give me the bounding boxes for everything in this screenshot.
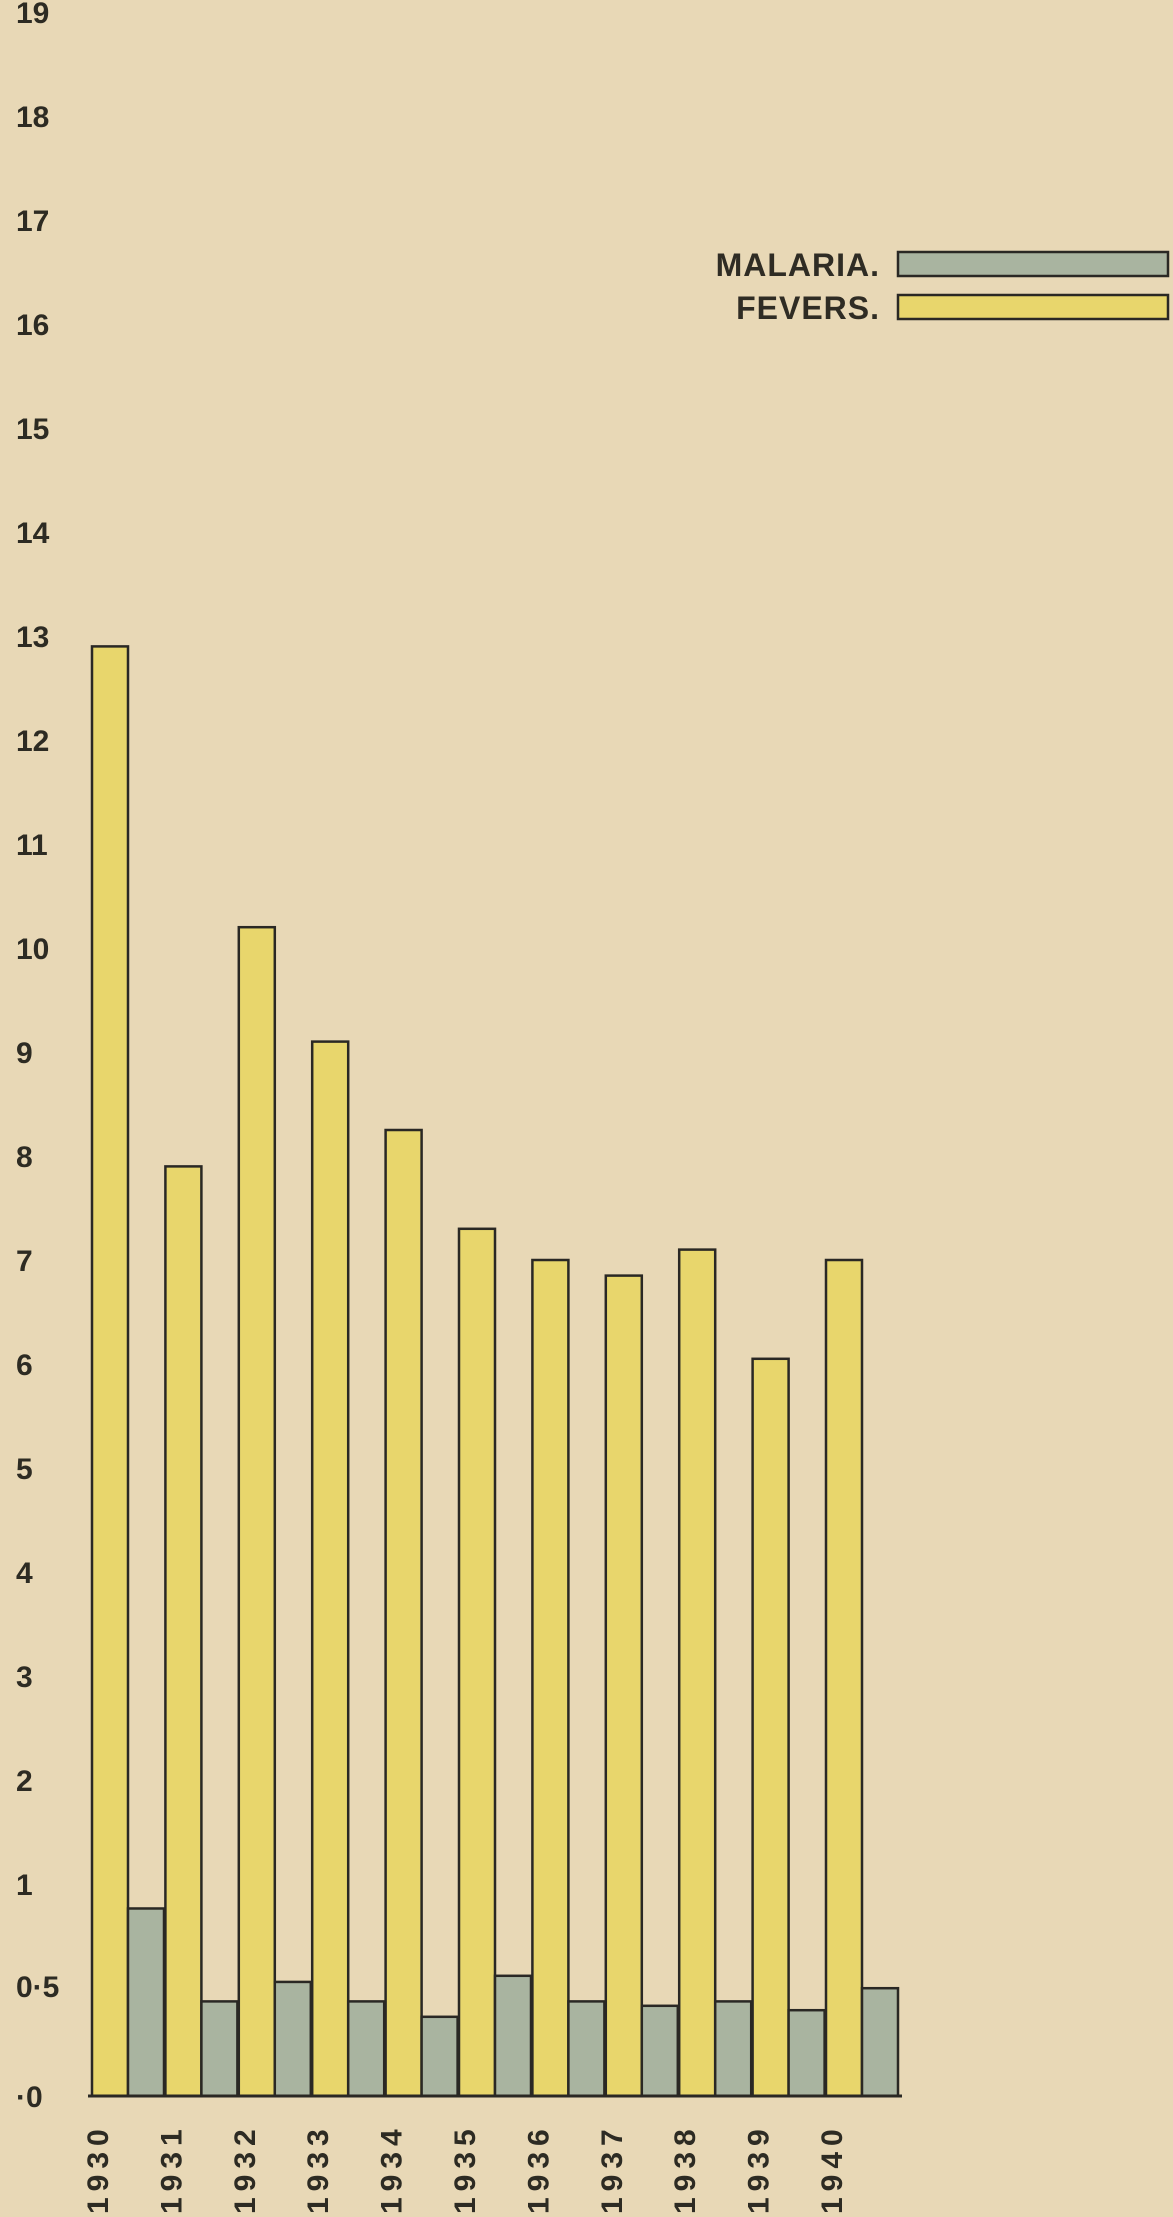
bars bbox=[90, 645, 900, 2098]
x-axis: 1930 1931 1932 1933 1934 1935 1936 1937 1938 1939… bbox=[82, 2123, 849, 2214]
y-tick-label: 11 bbox=[16, 829, 48, 862]
y-tick-label: 1 bbox=[16, 1869, 33, 1902]
y-tick-label: 2 bbox=[16, 1765, 33, 1798]
x-tick-label: 1940 bbox=[816, 2123, 849, 2214]
y-tick-label: 4 bbox=[16, 1557, 33, 1590]
legend: MALARIA. FEVERS. bbox=[716, 247, 1170, 326]
x-tick-label: 1932 bbox=[229, 2123, 262, 2214]
x-tick-label: 1939 bbox=[743, 2123, 776, 2214]
x-tick-label: 1933 bbox=[302, 2123, 335, 2214]
malaria-bar-1931 bbox=[200, 2000, 239, 2098]
x-tick-label: 1930 bbox=[82, 2123, 115, 2214]
x-tick-label: 1931 bbox=[155, 2123, 188, 2214]
y-tick-label: 7 bbox=[16, 1245, 33, 1278]
legend-swatch bbox=[896, 293, 1170, 321]
fevers-bar-1932 bbox=[237, 925, 277, 2098]
y-tick-label: 0·5 bbox=[16, 1971, 59, 2004]
fevers-bar-1936 bbox=[531, 1258, 570, 2098]
y-tick-label: 10 bbox=[16, 933, 49, 966]
y-tick-label: 14 bbox=[16, 517, 50, 550]
y-tick-label: 17 bbox=[16, 205, 49, 238]
y-tick-label: ·0 bbox=[16, 2081, 43, 2114]
fevers-bar-1935 bbox=[457, 1227, 497, 2098]
fevers-bar-1940 bbox=[824, 1258, 864, 2098]
malaria-bar-1939 bbox=[787, 2008, 826, 2098]
y-tick-label: 16 bbox=[16, 309, 49, 342]
fevers-bar-1934 bbox=[384, 1128, 423, 2098]
fevers-bar-1937 bbox=[604, 1274, 644, 2098]
malaria-bar-1937 bbox=[640, 2004, 680, 2098]
malaria-bar-1934 bbox=[420, 2015, 459, 2098]
fevers-bar-1931 bbox=[164, 1165, 203, 2098]
x-tick-label: 1936 bbox=[522, 2123, 555, 2214]
malaria-bar-1930 bbox=[126, 1907, 166, 2098]
malaria-bar-1936 bbox=[567, 2000, 606, 2098]
malaria-bar-1935 bbox=[493, 1974, 533, 2098]
fevers-bar-1933 bbox=[310, 1040, 350, 2098]
legend-swatch bbox=[896, 250, 1170, 278]
malaria-bar-1932 bbox=[273, 1980, 313, 2098]
fevers-bar-1938 bbox=[677, 1248, 717, 2098]
x-tick-label: 1938 bbox=[669, 2123, 702, 2214]
y-tick-label: 5 bbox=[16, 1453, 33, 1486]
x-tick-label: 1937 bbox=[596, 2123, 629, 2214]
legend-label: FEVERS. bbox=[736, 290, 880, 326]
malaria-bar-1938 bbox=[713, 2000, 753, 2098]
x-tick-label: 1934 bbox=[376, 2123, 409, 2214]
y-tick-label: 12 bbox=[16, 725, 49, 758]
y-tick-label: 9 bbox=[16, 1037, 33, 1070]
x-tick-label: 1935 bbox=[449, 2123, 482, 2214]
legend-label: MALARIA. bbox=[716, 247, 880, 283]
y-tick-label: 6 bbox=[16, 1349, 33, 1382]
malaria-bar-1933 bbox=[346, 2000, 386, 2098]
y-tick-label: 18 bbox=[16, 101, 49, 134]
fevers-bar-1939 bbox=[751, 1357, 790, 2098]
malaria-bar-1940 bbox=[860, 1986, 900, 2098]
y-tick-label: 13 bbox=[16, 621, 49, 654]
y-tick-label: 3 bbox=[16, 1661, 33, 1694]
y-tick-label: 15 bbox=[16, 413, 49, 446]
y-tick-label: 8 bbox=[16, 1141, 33, 1174]
fevers-bar-1930 bbox=[90, 645, 130, 2098]
y-tick-label: 19 bbox=[16, 0, 49, 30]
